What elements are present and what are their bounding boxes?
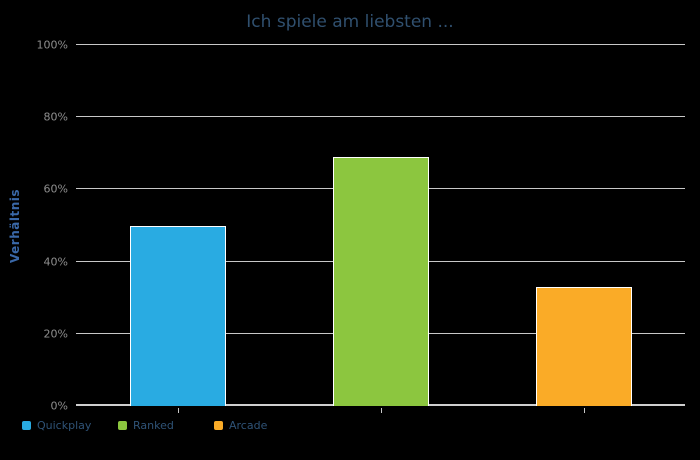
- chart-title: Ich spiele am liebsten ...: [246, 12, 454, 32]
- x-tick-quickplay: [178, 408, 179, 413]
- bar-arcade[interactable]: [536, 286, 632, 406]
- legend-item-ranked[interactable]: Ranked: [118, 418, 174, 432]
- legend-item-arcade[interactable]: Arcade: [214, 418, 267, 432]
- y-tick-label-20%: 20%: [43, 327, 68, 341]
- legend-label-arcade: Arcade: [229, 418, 268, 432]
- x-tick-ranked: [381, 408, 382, 413]
- y-tick-label-40%: 40%: [43, 255, 68, 269]
- bar-quickplay[interactable]: [130, 225, 226, 406]
- y-tick-label-100%: 100%: [36, 38, 68, 52]
- y-tick-label-60%: 60%: [43, 182, 68, 196]
- plot-area: 0% 20% 40% 60% 80% 100%: [37, 40, 685, 413]
- y-tick-label-0%: 0%: [50, 399, 68, 413]
- gridline-100%: [76, 44, 685, 45]
- gridline-80%: [76, 116, 685, 118]
- legend-label-ranked: Ranked: [133, 418, 174, 432]
- y-axis-title-container: Verhältnis: [4, 45, 26, 406]
- legend-marker-arcade: [214, 420, 223, 430]
- legend-marker-ranked: [118, 420, 127, 430]
- legend-marker-quickplay: [22, 420, 31, 430]
- y-axis-title: Verhältnis: [8, 188, 22, 263]
- y-tick-label-80%: 80%: [43, 110, 68, 124]
- bar-ranked[interactable]: [333, 156, 429, 406]
- x-tick-arcade: [584, 408, 585, 413]
- legend-label-quickplay: Quickplay: [37, 418, 92, 432]
- legend-item-quickplay[interactable]: Quickplay: [22, 418, 91, 432]
